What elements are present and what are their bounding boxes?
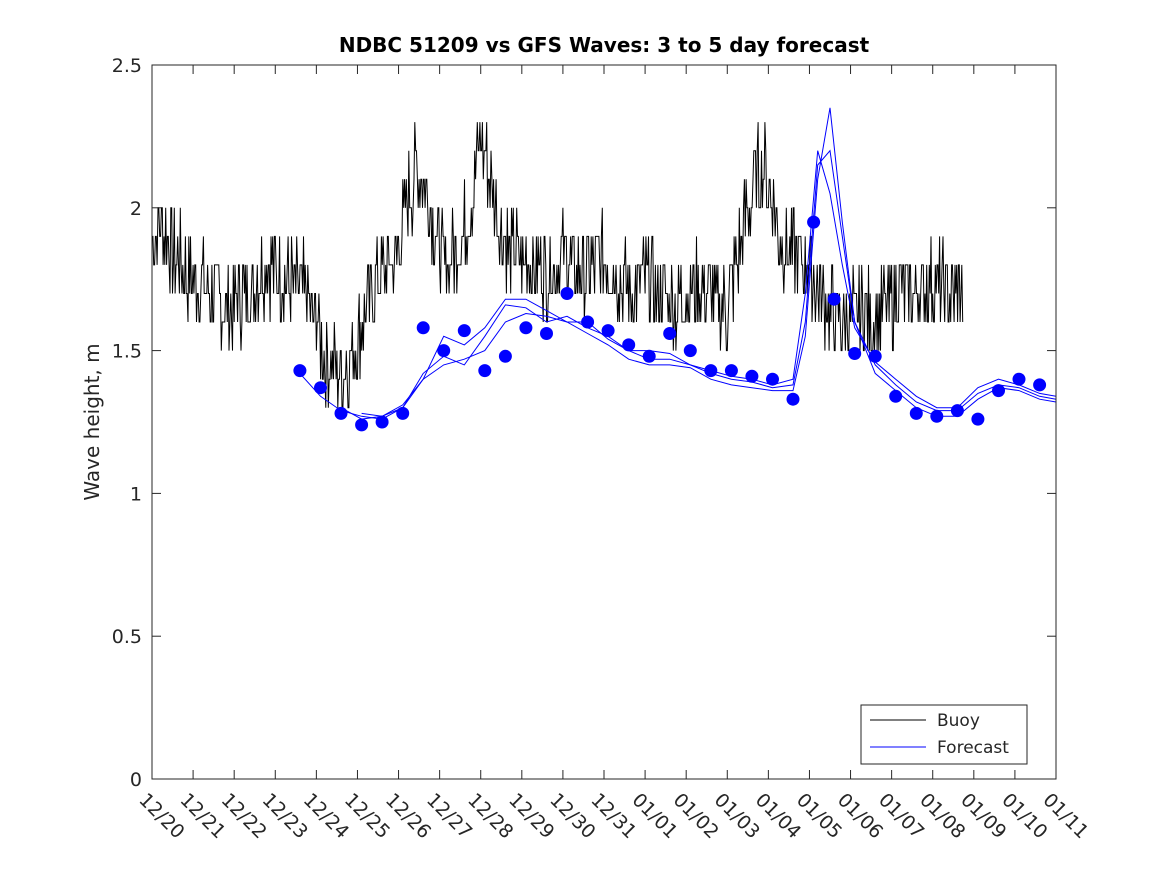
- legend: Buoy Forecast: [860, 704, 1028, 765]
- forecast-point: [889, 389, 903, 403]
- y-tick-label: 2.5: [112, 55, 142, 77]
- forecast-line-1: [299, 107, 1057, 420]
- forecast-point: [314, 381, 327, 395]
- forecast-point: [437, 344, 451, 358]
- forecast-point: [724, 364, 738, 378]
- forecast-point: [1012, 372, 1026, 386]
- forecast-point: [560, 287, 574, 300]
- forecast-point: [519, 321, 533, 335]
- forecast-point: [601, 324, 615, 338]
- chart-title: NDBC 51209 vs GFS Waves: 3 to 5 day fore…: [339, 33, 870, 57]
- forecast-point: [745, 369, 759, 383]
- forecast-point: [396, 406, 410, 420]
- y-axis-label: Wave height, m: [80, 343, 104, 500]
- forecast-point: [1033, 378, 1047, 392]
- forecast-point: [416, 321, 430, 335]
- buoy-series: [152, 122, 964, 409]
- legend-box: [860, 704, 1028, 765]
- forecast-point: [992, 384, 1005, 398]
- buoy-line: [152, 122, 964, 409]
- forecast-point: [478, 364, 492, 378]
- forecast-point: [457, 324, 471, 338]
- forecast-point: [375, 415, 389, 429]
- forecast-point: [827, 292, 841, 306]
- forecast-point: [848, 347, 862, 360]
- forecast-point: [581, 315, 595, 329]
- forecast-point: [971, 412, 985, 426]
- forecast-line-2: [340, 149, 1057, 420]
- forecast-point: [663, 327, 677, 340]
- y-tick-label: 1: [130, 483, 142, 505]
- y-tick-label: 2: [130, 198, 142, 220]
- forecast-point: [704, 364, 718, 378]
- forecast-point: [540, 327, 553, 340]
- forecast-point: [498, 349, 512, 363]
- forecast-point: [930, 409, 944, 423]
- plot-area: [152, 65, 1056, 779]
- forecast-point: [868, 349, 882, 363]
- forecast-point: [642, 349, 656, 363]
- y-tick-label: 0: [130, 769, 142, 791]
- forecast-point: [909, 406, 923, 420]
- legend-forecast-label: Forecast: [937, 738, 1009, 758]
- forecast-point: [766, 372, 779, 386]
- forecast-markers: [293, 215, 1047, 432]
- forecast-point: [807, 215, 821, 229]
- forecast-point: [683, 344, 697, 358]
- y-tick-label: 0.5: [112, 626, 142, 648]
- legend-buoy-label: Buoy: [937, 711, 980, 731]
- forecast-point: [293, 364, 307, 378]
- forecast-point: [950, 404, 964, 418]
- y-tick-label: 1.5: [112, 341, 142, 363]
- forecast-point: [355, 418, 369, 432]
- forecast-point: [622, 338, 636, 352]
- forecast-point: [786, 392, 800, 406]
- y-axis: 0 0.5 1 1.5 2 2.5: [112, 55, 1056, 791]
- forecast-point: [334, 406, 348, 420]
